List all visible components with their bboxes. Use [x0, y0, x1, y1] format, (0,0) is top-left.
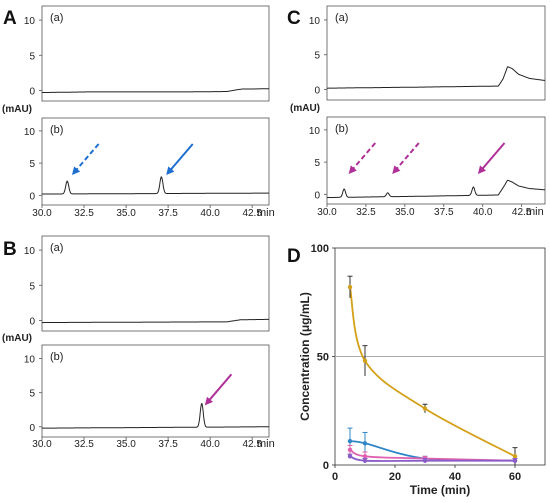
x-axis-unit: min	[257, 438, 275, 450]
x-tick-label: 30.0	[32, 439, 52, 450]
y-tick-label: 10	[309, 126, 321, 137]
plot-frame-C-0	[326, 5, 546, 101]
x-axis-unit: min	[526, 206, 544, 218]
x-axis-label: Time (min)	[410, 483, 470, 497]
data-point	[512, 454, 518, 459]
data-point	[422, 458, 428, 463]
data-point	[422, 406, 428, 411]
panel-letter-A: A	[3, 8, 17, 29]
dashed-peak-arrow	[71, 143, 100, 176]
y-tick-label: 0	[29, 191, 35, 202]
solid-peak-arrow	[204, 373, 233, 406]
plot-frame-B-1	[41, 344, 270, 438]
x-tick-label: 32.5	[74, 439, 94, 450]
data-point	[512, 458, 518, 463]
x-tick-label: 42.5	[242, 208, 262, 219]
x-tick-label: 40	[449, 471, 461, 483]
y-tick-label: 0	[29, 86, 35, 97]
data-point	[347, 454, 353, 459]
plot-frame-A-1	[41, 117, 270, 206]
y-tick-label: 5	[29, 159, 35, 170]
solid-peak-arrow	[166, 143, 194, 176]
x-tick-label: 40.0	[473, 207, 493, 218]
y-tick-label: 0	[29, 316, 35, 327]
x-tick-label: 0	[332, 471, 338, 483]
y-tick-label: 10	[24, 355, 36, 366]
x-axis-unit: min	[257, 207, 275, 219]
chromatogram-trace	[42, 318, 269, 324]
subplot-label: (b)	[335, 123, 348, 135]
x-tick-label: 42.5	[242, 439, 262, 450]
plot-frame-C-1	[326, 116, 546, 205]
data-point	[362, 458, 368, 463]
y-tick-label: 0	[314, 86, 320, 97]
y-tick-label: 10	[24, 127, 36, 138]
y-axis-unit: (mAU)	[2, 333, 32, 344]
x-tick-label: 30.0	[32, 208, 52, 219]
y-tick-label: 10	[24, 16, 36, 27]
y-tick-label: 50	[317, 352, 329, 364]
y-axis-unit: (mAU)	[2, 104, 32, 115]
y-tick-label: 5	[29, 389, 35, 400]
plot-frame-A-0	[41, 5, 270, 102]
subplot-label: (a)	[335, 12, 348, 24]
x-tick-label: 37.5	[158, 439, 178, 450]
data-point	[362, 358, 368, 364]
dashed-peak-arrow	[392, 142, 420, 175]
subplot-label: (b)	[50, 124, 63, 136]
y-tick-label: 10	[309, 16, 321, 27]
x-tick-label: 20	[389, 471, 401, 483]
y-tick-label: 5	[314, 51, 320, 62]
y-tick-label: 5	[314, 158, 320, 169]
x-tick-label: 32.5	[74, 208, 94, 219]
series-line	[349, 455, 516, 462]
series-line	[349, 448, 516, 462]
x-tick-label: 30.0	[317, 207, 337, 218]
dashed-peak-arrow	[348, 142, 377, 175]
x-tick-label: 60	[509, 471, 521, 483]
x-tick-label: 40.0	[200, 439, 220, 450]
chromatogram-trace	[41, 88, 269, 94]
series-line	[349, 286, 516, 458]
subplot-label: (a)	[50, 242, 63, 254]
panel-letter-B: B	[3, 239, 17, 260]
solid-peak-arrow	[477, 142, 506, 175]
plot-frame-B-0	[41, 235, 270, 332]
data-point	[347, 447, 353, 453]
panel-letter-D: D	[287, 246, 301, 267]
y-tick-label: 100	[311, 243, 329, 255]
x-tick-label: 42.5	[512, 207, 532, 218]
y-tick-label: 0	[323, 460, 329, 472]
y-tick-label: 5	[29, 51, 35, 62]
chromatogram-trace	[42, 176, 269, 195]
y-tick-label: 10	[24, 246, 36, 257]
y-tick-label: 0	[314, 190, 320, 201]
y-axis-label: Concentration (μg/mL)	[298, 292, 312, 421]
x-tick-label: 37.5	[158, 208, 178, 219]
subplot-label: (b)	[50, 351, 63, 363]
x-tick-label: 35.0	[116, 439, 136, 450]
chromatogram-trace	[42, 403, 269, 429]
x-tick-label: 32.5	[356, 207, 376, 218]
chromatogram-trace	[327, 66, 546, 89]
subplot-label: (a)	[50, 12, 63, 24]
x-tick-label: 35.0	[395, 207, 415, 218]
x-tick-label: 35.0	[116, 208, 136, 219]
chromatogram-trace	[326, 179, 545, 199]
y-axis-unit: (mAU)	[290, 103, 320, 114]
data-point	[347, 438, 353, 444]
y-tick-label: 5	[29, 281, 35, 292]
x-tick-label: 37.5	[434, 207, 454, 218]
data-point	[362, 441, 368, 446]
data-point	[347, 284, 353, 290]
y-tick-label: 0	[29, 423, 35, 434]
x-tick-label: 40.0	[200, 208, 220, 219]
data-point	[362, 454, 368, 459]
panel-letter-C: C	[287, 8, 301, 29]
